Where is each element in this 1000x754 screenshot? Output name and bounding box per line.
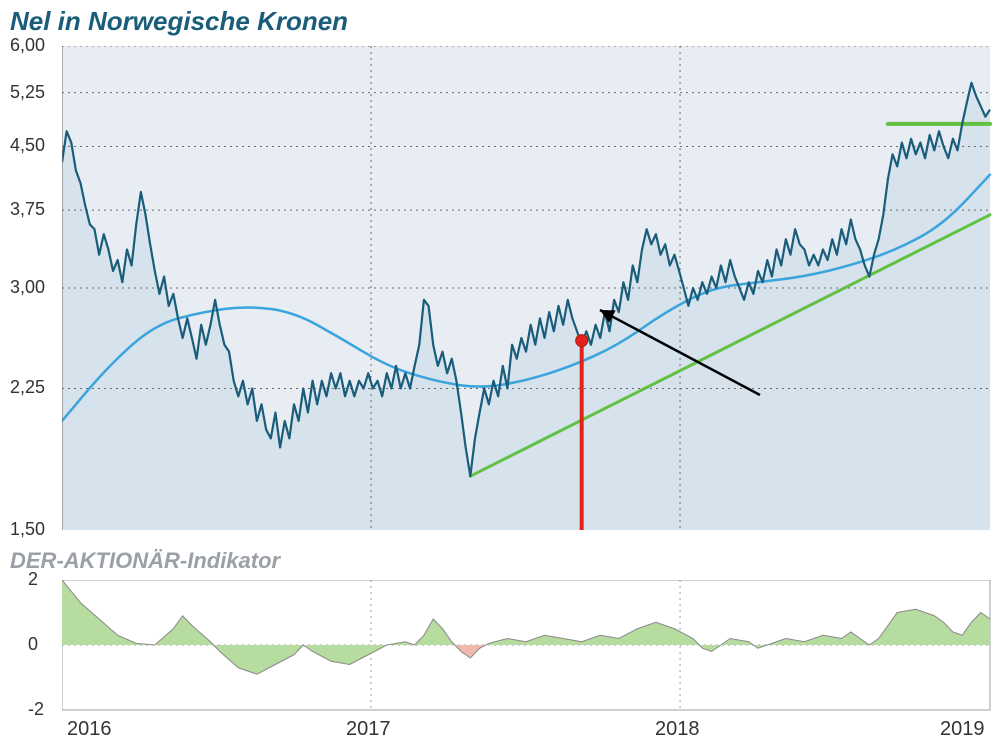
main-ytick-label: 4,50 bbox=[10, 135, 45, 156]
indicator-chart bbox=[62, 580, 992, 712]
main-ytick-label: 2,25 bbox=[10, 377, 45, 398]
xtick-label: 2018 bbox=[655, 718, 700, 741]
main-ytick-label: 5,25 bbox=[10, 82, 45, 103]
indicator-ytick-label: 2 bbox=[28, 569, 38, 590]
indicator-ytick-label: -2 bbox=[28, 699, 44, 720]
main-ytick-label: 3,00 bbox=[10, 277, 45, 298]
main-ytick-label: 3,75 bbox=[10, 199, 45, 220]
main-ytick-label: 6,00 bbox=[10, 35, 45, 56]
xtick-label: 2017 bbox=[346, 718, 391, 741]
main-chart bbox=[62, 46, 992, 542]
indicator-title: DER-AKTIONÄR-Indikator bbox=[10, 548, 280, 574]
xtick-label: 2016 bbox=[67, 718, 112, 741]
main-ytick-label: 1,50 bbox=[10, 519, 45, 540]
xtick-label: 2019 bbox=[940, 718, 985, 741]
indicator-ytick-label: 0 bbox=[28, 634, 38, 655]
chart-title: Nel in Norwegische Kronen bbox=[10, 6, 348, 37]
